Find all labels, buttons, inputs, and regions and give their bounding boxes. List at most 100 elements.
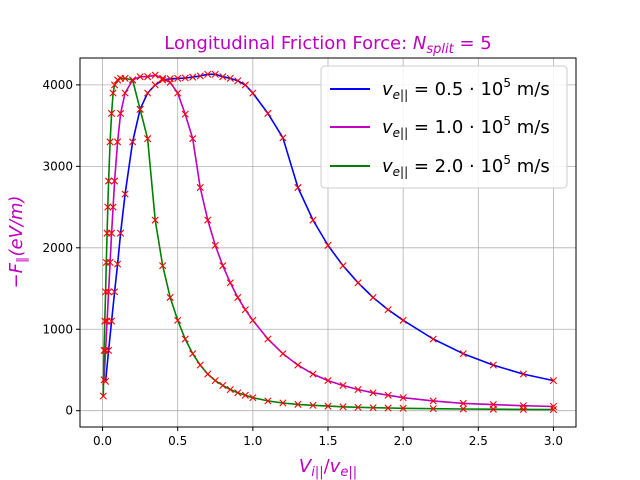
y-axis-label: −F∥(eV/m): [6, 196, 30, 289]
data-point-marker: [104, 203, 112, 211]
data-point-marker: [309, 370, 317, 378]
data-point-marker: [264, 397, 272, 405]
data-point-marker: [166, 78, 174, 87]
data-point-marker: [339, 381, 347, 390]
legend-label-series-2: ve|| = 1.0 · 105 m/s: [382, 114, 550, 140]
data-point-marker: [116, 229, 125, 237]
title-suffix: = 5: [454, 33, 492, 54]
data-point-marker: [204, 370, 212, 378]
y-label-sub: ∥: [15, 257, 30, 264]
data-point-marker: [211, 70, 219, 78]
data-point-marker: [109, 203, 117, 211]
data-point-marker: [196, 361, 204, 369]
data-point-marker: [99, 392, 107, 400]
data-point-marker: [369, 389, 377, 397]
data-point-marker: [429, 335, 437, 343]
chart-title: Longitudinal Friction Force: Nsplit = 5: [164, 33, 491, 57]
data-point-marker: [121, 190, 129, 198]
data-point-marker: [129, 76, 137, 84]
data-point-marker: [339, 262, 347, 270]
data-point-marker: [181, 110, 189, 118]
data-point-marker: [144, 73, 152, 81]
y-tick-label: 3000: [42, 159, 73, 173]
data-point-marker: [121, 89, 129, 97]
series-markers: [99, 70, 558, 414]
data-point-marker: [102, 258, 110, 267]
data-point-marker: [549, 405, 558, 414]
data-point-marker: [234, 293, 242, 302]
legend-box: [320, 65, 568, 189]
legend-label-series-1: ve|| = 0.5 · 105 m/s: [382, 76, 550, 102]
x-label-sub2: e||: [340, 465, 357, 480]
data-point-marker: [116, 109, 125, 117]
y-tick-label: 2000: [42, 241, 73, 255]
data-point-marker: [136, 73, 144, 81]
data-point-marker: [196, 183, 204, 192]
data-point-marker: [159, 74, 167, 82]
data-point-marker: [459, 350, 467, 358]
data-point-marker: [100, 346, 108, 355]
y-axis-ticks: 0 1000 2000 3000 4000: [42, 78, 80, 418]
data-point-marker: [429, 405, 437, 413]
data-point-marker: [324, 241, 332, 249]
data-point-marker: [144, 135, 152, 143]
data-point-marker: [354, 403, 362, 411]
data-point-marker: [110, 288, 119, 296]
data-point-marker: [324, 376, 332, 385]
data-point-marker: [234, 77, 242, 85]
data-point-marker: [181, 74, 189, 82]
y-tick-label: 1000: [42, 322, 73, 336]
data-point-marker: [429, 397, 437, 405]
data-point-marker: [107, 109, 116, 117]
data-point-marker: [166, 293, 174, 302]
data-point-marker: [104, 288, 113, 296]
data-point-marker: [279, 350, 287, 358]
data-point-marker: [106, 138, 114, 146]
data-point-marker: [294, 361, 302, 369]
data-point-marker: [294, 400, 302, 408]
data-point-marker: [519, 405, 527, 413]
data-point-marker: [151, 216, 159, 224]
data-point-marker: [279, 134, 287, 142]
data-point-marker: [369, 293, 377, 302]
x-tick-label: 1.0: [243, 434, 262, 448]
data-point-marker: [136, 105, 144, 113]
data-point-marker: [384, 391, 392, 399]
data-point-marker: [369, 404, 377, 412]
data-point-marker: [204, 216, 212, 224]
data-point-marker: [103, 317, 111, 325]
data-point-marker: [339, 403, 347, 411]
data-point-marker: [399, 316, 407, 324]
data-point-marker: [519, 370, 527, 378]
data-point-marker: [100, 376, 108, 384]
data-point-marker: [241, 306, 249, 314]
data-point-marker: [189, 73, 197, 81]
legend-label-series-3: ve|| = 2.0 · 105 m/s: [382, 153, 550, 179]
x-tick-label: 2.5: [469, 434, 488, 448]
data-point-marker: [234, 389, 242, 397]
data-point-marker: [249, 89, 257, 97]
y-tick-label: 4000: [42, 78, 73, 92]
data-point-marker: [113, 260, 122, 268]
data-point-marker: [241, 81, 249, 89]
x-tick-label: 0.5: [168, 434, 187, 448]
x-tick-label: 3.0: [544, 434, 563, 448]
data-point-marker: [109, 89, 117, 97]
data-point-marker: [189, 135, 197, 143]
title-prefix: Longitudinal Friction Force:: [164, 33, 413, 54]
data-point-marker: [264, 335, 272, 343]
data-point-marker: [211, 376, 219, 385]
data-point-marker: [549, 376, 558, 385]
data-point-marker: [101, 288, 110, 296]
data-point-marker: [384, 404, 392, 412]
x-tick-label: 1.5: [318, 434, 337, 448]
legend: ve|| = 0.5 · 105 m/s ve|| = 1.0 · 105 m/…: [320, 65, 568, 189]
data-point-marker: [189, 350, 197, 358]
data-point-marker: [181, 335, 189, 343]
title-subscript: split: [426, 42, 454, 57]
data-point-marker: [110, 81, 119, 89]
data-point-marker: [196, 72, 204, 80]
data-point-marker: [174, 74, 182, 82]
y-label-rest: (eV/m): [6, 196, 27, 257]
